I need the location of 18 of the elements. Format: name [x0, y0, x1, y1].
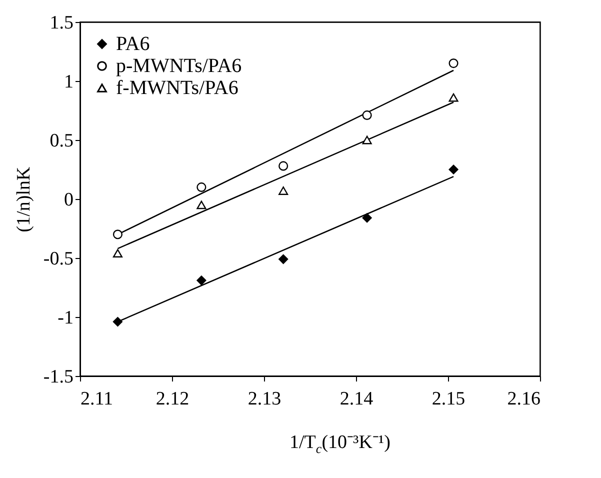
legend-label: f-MWNTs/PA6 [116, 77, 238, 99]
y-axis-title: (1/n)lnK [13, 166, 34, 232]
y-tick-label: 1 [64, 72, 74, 92]
legend-label: p-MWNTs/PA6 [116, 55, 242, 77]
y-tick-label: -1.5 [43, 366, 74, 388]
y-tick-label: 1.5 [50, 12, 74, 34]
x-tick-label: 2.12 [156, 388, 190, 410]
y-tick-label: 0.5 [50, 130, 74, 152]
x-tick-label: 2.13 [248, 388, 282, 410]
x-tick-label: 2.14 [340, 388, 374, 410]
x-tick-label: 2.11 [80, 388, 114, 410]
y-tick-label: -1 [58, 308, 74, 328]
x-tick-label: 2.16 [507, 388, 540, 410]
y-tick-label: -0.5 [43, 248, 74, 270]
legend-label: PA6 [116, 33, 150, 55]
x-axis-title: 1/T$_{c}$(10⁻³K⁻¹) [288, 431, 392, 457]
y-tick-label: 0 [64, 190, 74, 210]
x-tick-label: 2.15 [432, 388, 466, 410]
